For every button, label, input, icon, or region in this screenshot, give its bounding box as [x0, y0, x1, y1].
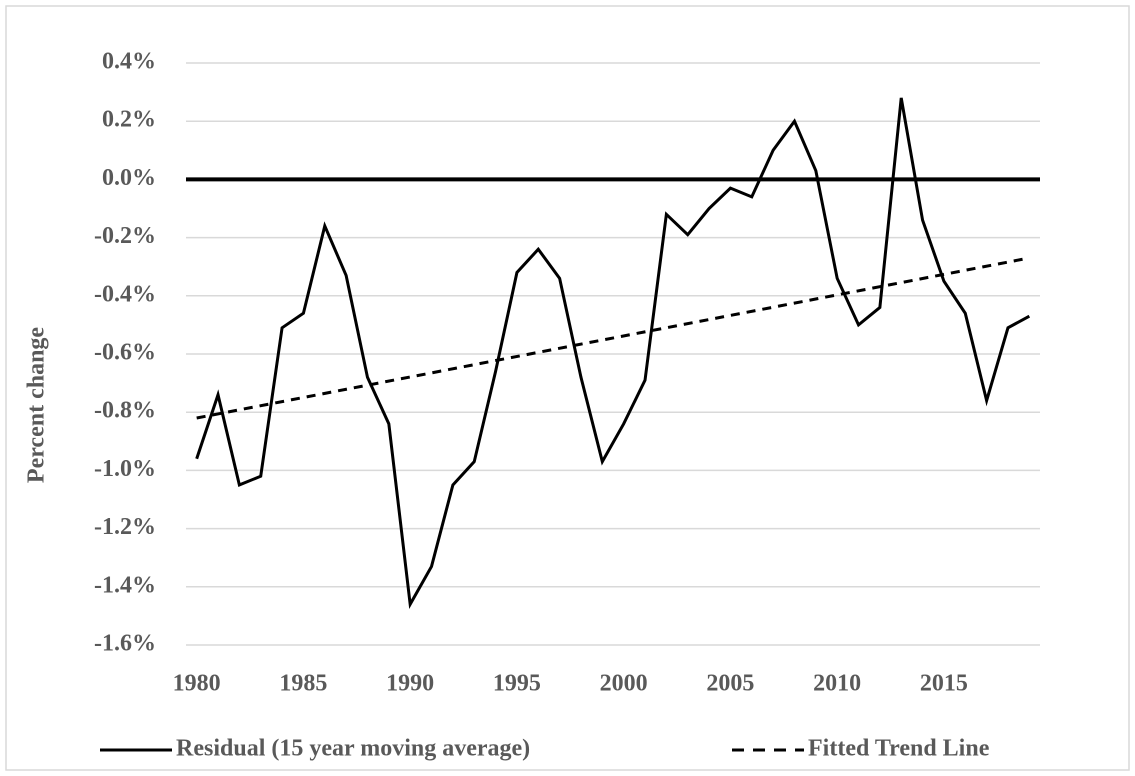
y-tick-label: -0.4% — [94, 281, 156, 307]
line-series — [195, 97, 1031, 609]
y-tick-label: 0.4% — [102, 49, 156, 75]
y-axis-title: Percent change — [24, 327, 50, 484]
y-tick-label: -1.6% — [94, 631, 156, 657]
chart-border — [5, 5, 1130, 771]
legend-label: Fitted Trend Line — [808, 736, 990, 762]
y-tick-label: -0.6% — [94, 340, 156, 366]
y-tick-label: -1.2% — [94, 514, 156, 540]
legend-label: Residual (15 year moving average) — [176, 736, 530, 762]
y-tick-label: -0.2% — [94, 223, 156, 249]
x-tick-label: 1990 — [386, 671, 434, 697]
line-series — [196, 256, 1030, 420]
x-tick-label: 2010 — [813, 671, 861, 697]
y-tick-label: 0.0% — [102, 165, 156, 191]
x-tick-label: 1985 — [279, 671, 327, 697]
y-tick-label: 0.2% — [102, 107, 156, 133]
x-tick-label: 2005 — [706, 671, 754, 697]
y-tick-label: -1.0% — [94, 456, 156, 482]
y-tick-label: -0.8% — [94, 398, 156, 424]
y-tick-label: -1.4% — [94, 572, 156, 598]
x-tick-label: 2015 — [920, 671, 968, 697]
x-tick-label: 1980 — [173, 671, 221, 697]
x-tick-label: 2000 — [600, 671, 648, 697]
x-tick-label: 1995 — [493, 671, 541, 697]
